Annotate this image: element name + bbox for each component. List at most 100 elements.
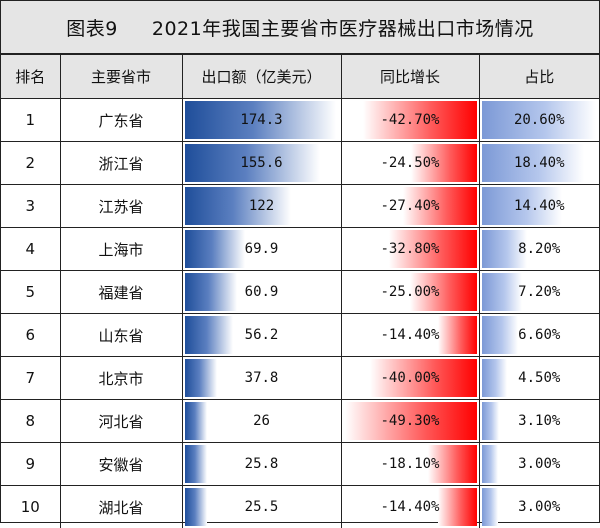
table-row: 8 河北省 26 -49.30% 3.10%	[1, 400, 599, 443]
table-row: 9 安徽省 25.8 -18.10% 3.00%	[1, 443, 599, 486]
share-cell: 4.50%	[479, 357, 599, 400]
growth-cell: -14.40%	[341, 486, 479, 528]
growth-cell: -49.30%	[341, 400, 479, 443]
rank-cell: 7	[1, 357, 60, 400]
province-cell-text: 上海市	[98, 241, 143, 259]
rank-cell-text: 3	[25, 197, 35, 215]
growth-cell: -27.40%	[341, 185, 479, 228]
province-cell: 安徽省	[60, 443, 182, 486]
share-cell: 6.60%	[479, 314, 599, 357]
rank-cell-text: 1	[25, 111, 35, 129]
export-cell-text: 25.8	[245, 456, 279, 472]
header-growth: 同比增长	[341, 55, 479, 99]
share-cell: 14.40%	[479, 185, 599, 228]
growth-cell: -24.50%	[341, 142, 479, 185]
province-cell: 上海市	[60, 228, 182, 271]
share-cell: 18.40%	[479, 142, 599, 185]
share-cell: 7.20%	[479, 271, 599, 314]
rank-cell: 8	[1, 400, 60, 443]
growth-cell: -14.40%	[341, 314, 479, 357]
rank-cell: 9	[1, 443, 60, 486]
rank-cell-text: 9	[25, 455, 35, 473]
growth-cell-text: -32.80%	[380, 241, 439, 257]
rank-cell: 6	[1, 314, 60, 357]
export-cell: 174.3	[182, 99, 341, 142]
rank-cell: 1	[1, 99, 60, 142]
share-data-bar	[482, 359, 507, 397]
export-cell: 155.6	[182, 142, 341, 185]
province-cell: 北京市	[60, 357, 182, 400]
share-cell-text: 3.00%	[518, 499, 560, 515]
export-cell: 25.8	[182, 443, 341, 486]
export-cell-text: 174.3	[240, 112, 282, 128]
growth-cell-text: -14.40%	[380, 499, 439, 515]
rank-cell: 5	[1, 271, 60, 314]
growth-data-bar	[438, 488, 476, 526]
growth-cell: -25.00%	[341, 271, 479, 314]
share-cell: 3.00%	[479, 443, 599, 486]
rank-cell-text: 7	[25, 369, 35, 387]
rank-cell-text: 5	[25, 283, 35, 301]
rank-cell: 4	[1, 228, 60, 271]
share-data-bar	[482, 316, 519, 354]
rank-cell: 3	[1, 185, 60, 228]
figure-label: 图表9	[66, 14, 118, 41]
province-cell: 山东省	[60, 314, 182, 357]
share-cell-text: 3.00%	[518, 456, 560, 472]
growth-cell: -18.10%	[341, 443, 479, 486]
export-data-bar	[185, 359, 218, 397]
export-cell: 69.9	[182, 228, 341, 271]
export-data-bar	[185, 273, 238, 311]
province-cell-text: 河北省	[98, 413, 143, 431]
export-data-bar	[185, 316, 234, 354]
growth-cell-text: -42.70%	[380, 112, 439, 128]
table-title: 图表9 2021年我国主要省市医疗器械出口市场情况	[1, 1, 599, 54]
growth-cell: -32.80%	[341, 228, 479, 271]
province-cell-text: 山东省	[98, 327, 143, 345]
export-data-bar	[185, 402, 208, 440]
export-data-bar	[185, 187, 291, 225]
growth-data-bar	[438, 316, 476, 354]
table-row: 1 广东省 174.3 -42.70% 20.60%	[1, 99, 599, 142]
growth-cell-text: -14.40%	[380, 327, 439, 343]
share-data-bar	[482, 402, 499, 440]
header-rank: 排名	[1, 55, 60, 99]
title-text: 2021年我国主要省市医疗器械出口市场情况	[152, 14, 534, 41]
rank-cell-text: 8	[25, 412, 35, 430]
province-cell-text: 广东省	[98, 112, 143, 130]
province-cell: 福建省	[60, 271, 182, 314]
share-cell-text: 6.60%	[518, 327, 560, 343]
rank-cell-text: 4	[25, 240, 35, 258]
province-cell: 浙江省	[60, 142, 182, 185]
share-data-bar	[482, 273, 522, 311]
header-province: 主要省市	[60, 55, 182, 99]
export-cell: 60.9	[182, 271, 341, 314]
rank-cell: 10	[1, 486, 60, 528]
province-cell: 江苏省	[60, 185, 182, 228]
export-cell-text: 25.5	[245, 499, 279, 515]
export-cell-text: 155.6	[240, 155, 282, 171]
share-cell-text: 18.40%	[514, 155, 565, 171]
growth-cell: -42.70%	[341, 99, 479, 142]
growth-cell-text: -24.50%	[380, 155, 439, 171]
province-cell: 湖北省	[60, 486, 182, 528]
export-table: 排名 主要省市 出口额（亿美元） 同比增长 占比 1 广东省 174.3 -42.70…	[1, 54, 599, 528]
growth-cell-text: -27.40%	[380, 198, 439, 214]
export-cell-text: 26	[253, 413, 270, 429]
export-cell-text: 69.9	[245, 241, 279, 257]
export-data-bar	[185, 445, 207, 483]
share-cell: 3.10%	[479, 400, 599, 443]
share-cell-text: 3.10%	[518, 413, 560, 429]
province-cell: 河北省	[60, 400, 182, 443]
header-row: 排名 主要省市 出口额（亿美元） 同比增长 占比	[1, 55, 599, 99]
growth-cell-text: -49.30%	[380, 413, 439, 429]
share-cell: 8.20%	[479, 228, 599, 271]
share-cell: 3.00%	[479, 486, 599, 528]
share-cell-text: 20.60%	[514, 112, 565, 128]
share-cell-text: 7.20%	[518, 284, 560, 300]
